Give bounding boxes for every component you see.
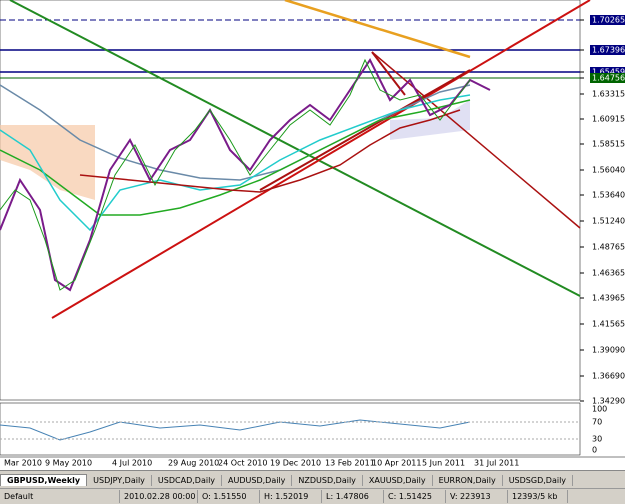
status-cell: O: 1.51550 — [198, 490, 260, 503]
status-cell: C: 1.51425 — [384, 490, 446, 503]
chart-tab[interactable]: USDJPY,Daily — [87, 474, 152, 486]
trend-line — [259, 69, 471, 191]
price-label: 1.51240 — [592, 217, 625, 226]
price-label: 1.36690 — [592, 372, 625, 381]
price-label-box — [590, 67, 625, 77]
trend-line — [9, 0, 581, 297]
date-label: 5 Jun 2011 — [422, 459, 465, 468]
price-label: 1.63315 — [592, 90, 625, 99]
status-cell: 2010.02.28 00:00 — [120, 490, 198, 503]
moving-average — [0, 94, 471, 232]
date-label: 19 Dec 2010 — [270, 459, 321, 468]
status-cell: 12393/5 kb — [508, 490, 568, 503]
price-label: 1.34290 — [592, 397, 625, 406]
price-label: 1.67396 — [592, 46, 625, 55]
price-label: 1.70265 — [592, 16, 625, 25]
indicator-label: 100 — [592, 405, 607, 414]
price-label-box — [590, 45, 625, 55]
chart-tab[interactable]: USDSGD,Daily — [503, 474, 574, 486]
indicator-panel — [0, 402, 581, 456]
status-cell: H: 1.52019 — [260, 490, 322, 503]
chart-tab[interactable]: GBPUSD,Weekly — [0, 474, 88, 486]
cloud — [0, 125, 95, 200]
price-label: 1.46365 — [592, 269, 625, 278]
price-label: 1.41565 — [592, 320, 625, 329]
price-panel — [0, 0, 581, 401]
date-label: 9 May 2010 — [45, 459, 92, 468]
chart-tab[interactable]: EURRON,Daily — [433, 474, 503, 486]
price-label: 1.64756 — [592, 74, 625, 83]
date-label: 31 Jul 2011 — [474, 459, 519, 468]
status-cell: L: 1.47806 — [322, 490, 384, 503]
price-label: 1.58515 — [592, 140, 625, 149]
date-label: 24 Oct 2010 — [218, 459, 267, 468]
status-bar: Default 2010.02.28 00:00 O: 1.51550 H: 1.52… — [0, 488, 625, 504]
price-curve — [0, 58, 471, 291]
tab-bar: GBPUSD,Weekly USDJPY,Daily USDCAD,Daily AUD… — [0, 470, 625, 489]
price-label: 1.56040 — [592, 166, 625, 175]
chart-tab[interactable]: AUDUSD,Daily — [222, 474, 293, 486]
chart-tab[interactable]: NZDUSD,Daily — [292, 474, 363, 486]
price-label: 1.39090 — [592, 346, 625, 355]
indicator-label: 0 — [592, 446, 597, 455]
indicator-label: 30 — [592, 435, 602, 444]
moving-average — [0, 99, 471, 216]
date-label: 29 Aug 2010 — [168, 459, 219, 468]
price-label: 1.53640 — [592, 191, 625, 200]
chart-tab[interactable]: USDCAD,Daily — [152, 474, 223, 486]
price-label-box — [590, 15, 625, 25]
trend-line — [51, 0, 591, 319]
trend-line — [284, 0, 471, 59]
date-label: 13 Feb 2011 — [325, 459, 375, 468]
status-cell: Default — [0, 490, 120, 503]
date-label: 4 Jul 2010 — [112, 459, 152, 468]
date-label: Mar 2010 — [4, 459, 42, 468]
price-label-box — [590, 73, 625, 83]
trend-line — [371, 51, 406, 96]
price-label: 1.60915 — [592, 115, 625, 124]
price-label: 1.48765 — [592, 243, 625, 252]
price-label: 1.43965 — [592, 294, 625, 303]
price-label: 1.65459 — [592, 68, 625, 77]
chart-tab[interactable]: XAUUSD,Daily — [363, 474, 433, 486]
date-label: 10 Apr 2011 — [372, 459, 421, 468]
trend-line — [371, 51, 581, 229]
status-cell: V: 223913 — [446, 490, 508, 503]
indicator-label: 70 — [592, 418, 602, 427]
moving-average — [79, 109, 461, 193]
